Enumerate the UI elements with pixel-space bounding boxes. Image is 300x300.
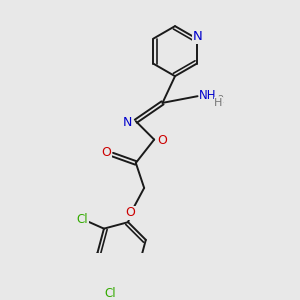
Text: O: O bbox=[125, 206, 135, 220]
Text: O: O bbox=[102, 146, 112, 159]
Text: NH: NH bbox=[199, 89, 217, 102]
Text: 2: 2 bbox=[218, 95, 224, 105]
Text: O: O bbox=[158, 134, 167, 147]
Text: H: H bbox=[214, 98, 223, 108]
Text: Cl: Cl bbox=[104, 287, 116, 300]
Text: N: N bbox=[193, 31, 202, 44]
Text: Cl: Cl bbox=[76, 213, 88, 226]
Text: N: N bbox=[123, 116, 133, 129]
